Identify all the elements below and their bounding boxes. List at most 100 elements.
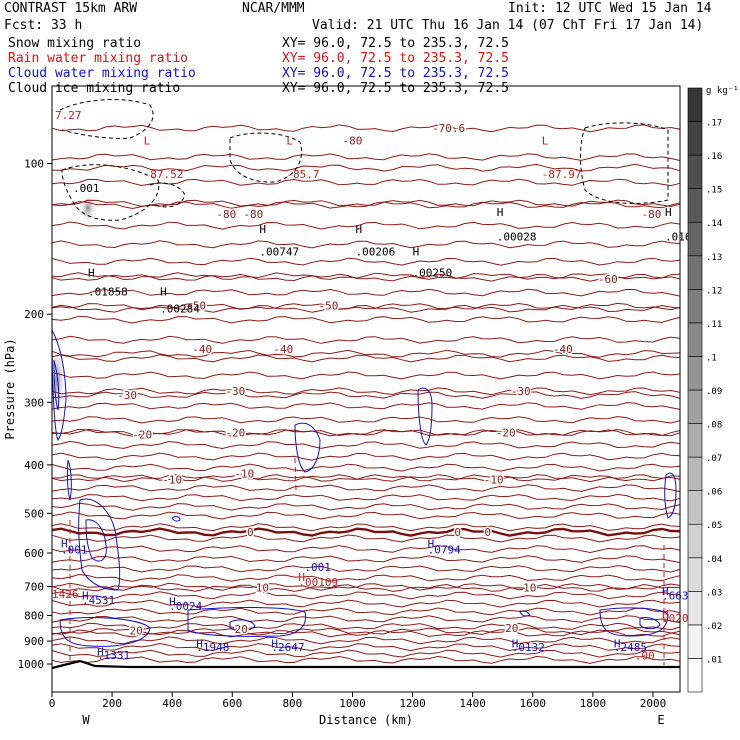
x-tick-label: 600 [222, 697, 242, 710]
y-tick-label: 700 [24, 580, 44, 593]
colorbar-label: .03 [706, 588, 722, 598]
isotherm-labeled-line [51, 391, 681, 399]
colorbar-bin [687, 490, 703, 525]
x-tick-label: 1800 [580, 697, 607, 710]
extremum-label: .1948 [196, 641, 229, 654]
isotherm-labeled-line [51, 163, 681, 172]
isotherm-label: -40 [553, 343, 573, 356]
isotherm-line [51, 484, 681, 493]
cloud-water-contours [51, 329, 677, 647]
extremum-label: -87.97 [542, 168, 582, 181]
extremum-label: -85.7 [286, 168, 319, 181]
colorbar-bin [687, 423, 703, 458]
isotherm-labeled-line [51, 428, 681, 437]
isotherm-labeled-line [51, 627, 681, 636]
colorbar-bin [687, 523, 703, 559]
extremum-label: .2647 [271, 641, 304, 654]
west-endpoint-label: W [82, 713, 90, 727]
y-tick-label: 400 [24, 459, 44, 472]
y-tick-label: 100 [24, 158, 44, 171]
extremum-label: .4531 [82, 594, 115, 607]
extremum-label: H [61, 538, 68, 551]
isotherm-line [51, 493, 681, 502]
isotherm-line [51, 649, 681, 658]
isotherm-line [51, 523, 681, 532]
isotherm-line [51, 257, 681, 266]
extremum-label: .00250 [413, 266, 453, 279]
colorbar-label: .13 [706, 253, 722, 263]
isotherm-labeled-line [51, 199, 681, 208]
colorbar-bin [687, 322, 703, 357]
colorbar-bin [687, 356, 703, 391]
isotherm-labeled-line [51, 474, 681, 483]
isotherm-label: 10 [256, 581, 269, 594]
colorbar-bin [687, 154, 703, 189]
isotherm-label: 20 [235, 623, 248, 636]
extremum-label: 1426 [52, 588, 79, 601]
field-cloudice-xy: XY= 96.0, 72.5 to 235.3, 72.5 [282, 81, 509, 96]
isotherm-line [51, 452, 681, 461]
colorbar-label: .12 [706, 286, 722, 296]
isotherm-label: 0 [454, 526, 461, 539]
isotherm-label: -40 [273, 343, 293, 356]
extremum-label: .663 [662, 590, 689, 603]
isotherm-label: -50 [186, 299, 206, 312]
isotherm-label: -20 [225, 427, 245, 440]
extremum-label: .1331 [97, 649, 130, 662]
x-tick-label: 2000 [640, 697, 667, 710]
isotherm-line [51, 315, 681, 324]
y-tick-label: 600 [24, 547, 44, 560]
isotherm-line [51, 354, 681, 363]
field-cloudice-label: Cloud ice mixing ratio [8, 81, 181, 96]
colorbar-bin [687, 456, 703, 491]
isotherm-label: 0 [484, 526, 491, 539]
x-tick-label: 0 [49, 697, 56, 710]
isotherm-labeled-line [51, 349, 681, 358]
y-tick-label: 300 [24, 396, 44, 409]
extremum-label: L [542, 135, 549, 148]
isotherm-line [51, 221, 681, 230]
isotherm-line [51, 474, 681, 483]
isotherm-label: -40 [192, 343, 212, 356]
x-tick-label: 400 [162, 697, 182, 710]
colorbar-label: .07 [706, 454, 722, 464]
colorbar-bin [687, 591, 703, 626]
isotherm-label: 20 [130, 625, 143, 638]
isotherm-line [51, 599, 681, 608]
isotherm-line [51, 565, 681, 573]
extremum-label: .001 [73, 182, 100, 195]
isotherm-label: -70.6 [432, 122, 465, 135]
extremum-label: L [144, 135, 151, 148]
extremum-label: .00206 [355, 246, 395, 259]
isotherm-line [51, 573, 681, 582]
extremum-label: .0024 [169, 600, 202, 613]
extremum-label: .01858 [88, 285, 128, 298]
isotherm-line [51, 607, 681, 616]
isotherm-label: -80 [642, 208, 662, 221]
extremum-label: .001 [61, 543, 88, 556]
isotherm-label: -80 [243, 208, 263, 221]
extremum-label: H [662, 585, 669, 598]
isotherm-line [51, 629, 681, 638]
x-tick-label: 800 [282, 697, 302, 710]
cloud-ice-contours [59, 99, 669, 221]
freezing-level-line [51, 527, 681, 537]
isotherm-line [51, 335, 681, 344]
extremum-label: H [614, 638, 621, 651]
isotherm-line [51, 636, 681, 645]
field-snow-xy: XY= 96.0, 72.5 to 235.3, 72.5 [282, 36, 509, 51]
extremum-label: .020 [662, 612, 689, 625]
colorbar-bin [687, 557, 703, 592]
isotherm-line [51, 416, 681, 424]
isotherm-line [51, 534, 681, 543]
y-tick-label: 500 [24, 507, 44, 520]
field-rain-xy: XY= 96.0, 72.5 to 235.3, 72.5 [282, 51, 509, 66]
isotherm-label: -30 [225, 385, 245, 398]
isotherm-labeled-line [51, 304, 681, 313]
isotherm-line [51, 463, 681, 472]
field-snow-label: Snow mixing ratio [8, 36, 142, 51]
isotherm-line [51, 642, 681, 652]
y-tick-label: 900 [24, 635, 44, 648]
model-title: CONTRAST 15km ARW [4, 1, 138, 16]
extremum-label: H [160, 285, 167, 298]
